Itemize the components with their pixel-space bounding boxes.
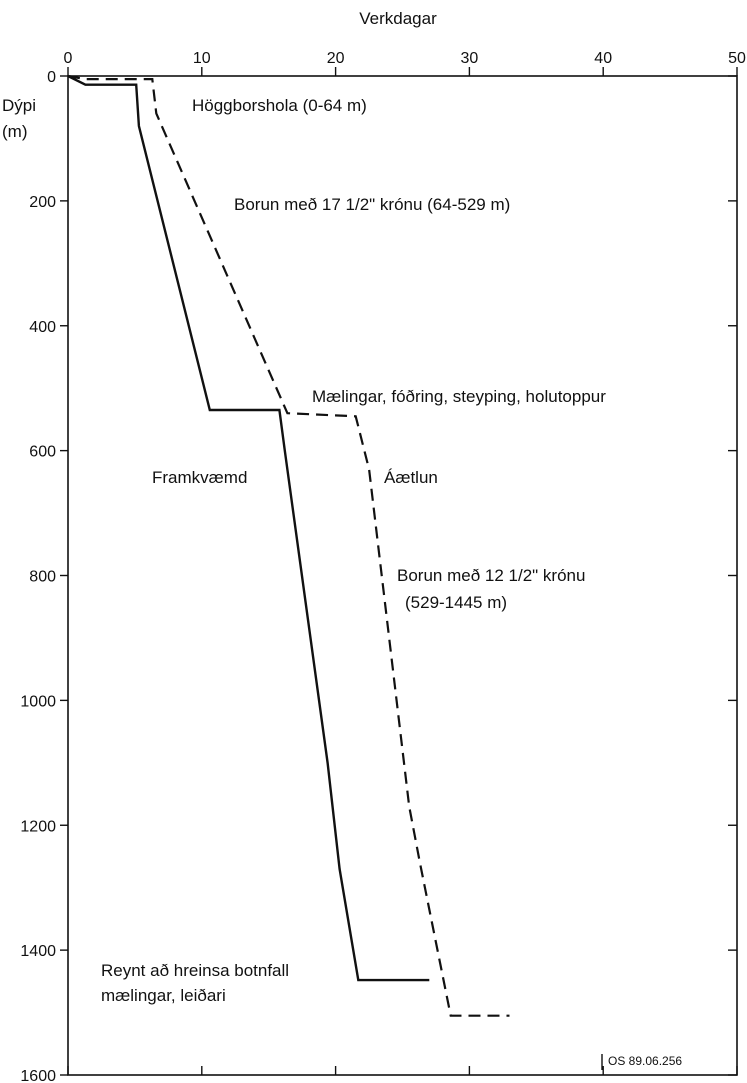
- annotation-hoggborshola: Höggborshola (0-64 m): [192, 96, 367, 115]
- y-tick-label-600: 600: [29, 444, 56, 461]
- x-tick-label-50: 50: [728, 50, 746, 67]
- label-aaetlun: Áætlun: [384, 468, 438, 487]
- y-axis-title-line2: (m): [2, 122, 27, 141]
- label-framkvaemd: Framkvæmd: [152, 468, 247, 487]
- series-line-aaetlun: [67, 74, 510, 1017]
- y-axis-title-line1: Dýpi: [2, 96, 36, 115]
- x-tick-label-40: 40: [594, 50, 612, 67]
- x-tick-label-10: 10: [193, 50, 211, 67]
- y-tick-label-1200: 1200: [20, 818, 56, 835]
- y-tick-label-1000: 1000: [20, 693, 56, 710]
- footnote-code: OS 89.06.256: [608, 1054, 682, 1068]
- annotation-maelingar-leidari: mælingar, leiðari: [101, 986, 226, 1005]
- y-tick-label-800: 800: [29, 569, 56, 586]
- axis-ticks: 0 10 20 30 40 50 0 200 400 600 800 1000 1200 1400 1600: [20, 50, 746, 1083]
- x-axis-title: Verkdagar: [359, 9, 437, 28]
- annotation-borun-17: Borun með 17 1/2" krónu (64-529 m): [234, 195, 510, 214]
- y-tick-label-1400: 1400: [20, 943, 56, 960]
- annotation-reynt: Reynt að hreinsa botnfall: [101, 961, 289, 980]
- y-tick-label-400: 400: [29, 319, 56, 336]
- series-lines: [67, 74, 510, 1017]
- y-tick-label-0: 0: [47, 69, 56, 86]
- annotation-maelingar: Mælingar, fóðring, steyping, holutoppur: [312, 387, 606, 406]
- annotation-borun-12: Borun með 12 1/2" krónu: [397, 566, 585, 585]
- y-tick-label-200: 200: [29, 194, 56, 211]
- series-line-framkvaemd: [67, 74, 430, 982]
- annotation-borun-12-range: (529-1445 m): [405, 593, 507, 612]
- x-tick-label-0: 0: [64, 50, 73, 67]
- x-tick-label-30: 30: [461, 50, 479, 67]
- y-tick-label-1600: 1600: [20, 1068, 56, 1083]
- x-tick-label-20: 20: [327, 50, 345, 67]
